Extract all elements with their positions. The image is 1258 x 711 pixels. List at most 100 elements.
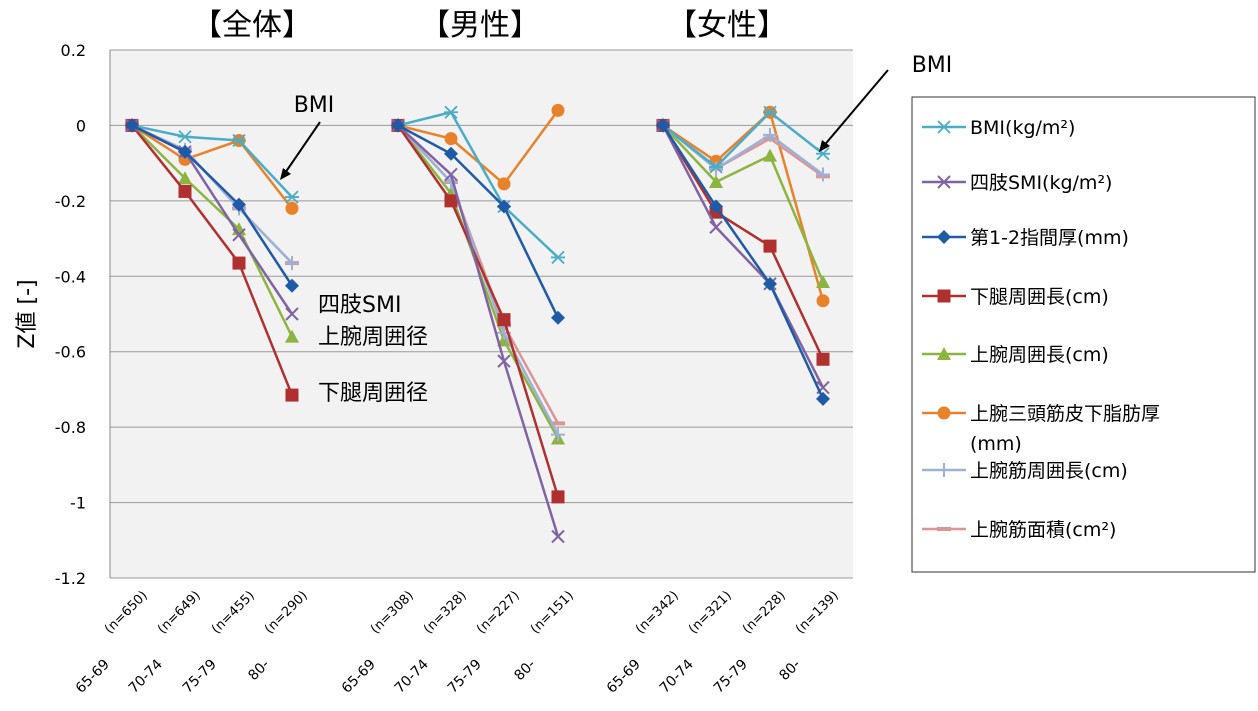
series-line: [396, 124, 560, 498]
data-point: [232, 228, 246, 242]
legend-label: BMI(kg/m²): [970, 117, 1075, 139]
x-tick-age: 70-74: [657, 656, 697, 696]
data-point: [709, 175, 723, 188]
x-tick-age: 75-79: [180, 657, 220, 697]
x-tick-n: (n=290): [262, 588, 311, 637]
series-line: [131, 124, 294, 338]
x-tick-n: (n=151): [528, 588, 577, 637]
data-point: [178, 144, 192, 159]
series-line: [131, 124, 293, 210]
legend-label: 下腿周囲長(cm): [970, 286, 1109, 308]
data-point: [285, 278, 299, 293]
data-point: [656, 118, 670, 133]
data-point: [285, 388, 299, 402]
annotation-calf: 下腿周囲径: [318, 381, 428, 406]
x-tick-n: (n=227): [474, 588, 523, 637]
y-tick-label: -0.6: [55, 343, 86, 362]
legend-box: [911, 96, 1256, 573]
legend-label: 第1-2指間厚(mm): [970, 227, 1129, 249]
x-tick-n: (n=321): [686, 588, 735, 637]
x-tick-n: (n=342): [633, 588, 682, 637]
legend-marker: [937, 230, 951, 244]
panel-title-female: 【女性】: [667, 8, 787, 43]
legend-label: 上腕三頭筋皮下脂肪厚(mm): [970, 403, 1160, 455]
data-point: [444, 105, 458, 119]
data-point: [816, 294, 830, 308]
y-tick-label: -0.4: [55, 267, 86, 286]
x-tick-age: 70-74: [392, 656, 432, 696]
panel-title-overall: 【全体】: [192, 8, 312, 43]
data-point: [763, 276, 777, 291]
annotation-smi: 四肢SMI: [318, 293, 401, 318]
x-tick-n: (n=650): [102, 588, 151, 637]
series-line: [397, 124, 560, 319]
legend-item-calf: 下腿周囲長(cm): [922, 286, 1109, 308]
data-point: [763, 239, 777, 253]
legend-marker: [937, 289, 951, 303]
arrow-bmi-female: [821, 69, 889, 149]
data-point: [816, 352, 830, 366]
data-point: [285, 201, 299, 215]
x-tick-age: 65-69: [339, 657, 379, 697]
series-line: [131, 124, 294, 287]
y-axis-ticks: 0.2 0 -0.2 -0.4 -0.6 -0.8 -1 -1.2: [55, 41, 86, 588]
data-point: [551, 490, 565, 504]
x-tick-age: 80-: [776, 657, 803, 684]
series-lines: [125, 103, 830, 544]
series-line: [662, 109, 825, 302]
legend-item-triceps: 上腕三頭筋皮下脂肪厚(mm): [922, 403, 1160, 455]
arrowhead-bmi-female: [819, 140, 830, 152]
x-tick-age: 65-69: [73, 657, 113, 697]
legend-item-armmuscle: 上腕筋周囲長(cm): [922, 460, 1128, 482]
data-point: [232, 133, 246, 148]
series-line: [397, 110, 559, 259]
data-point: [285, 307, 299, 321]
legend-label: 上腕周囲長(cm): [970, 344, 1109, 366]
y-tick-label: -1.2: [55, 569, 86, 588]
series-line: [661, 124, 825, 400]
legend-marker: [937, 120, 951, 134]
data-point: [816, 147, 830, 161]
x-tick-n: (n=649): [155, 588, 204, 637]
series-line: [131, 124, 294, 396]
x-tick-age: 80-: [511, 657, 538, 684]
y-tick-label: 0: [76, 116, 86, 135]
series-line: [131, 124, 293, 198]
legend-marker: [937, 175, 951, 189]
data-point: [125, 118, 139, 133]
legend-marker: [937, 347, 951, 360]
series-finger: [656, 118, 830, 406]
data-point: [497, 177, 511, 191]
series-line: [662, 124, 825, 283]
data-point: [497, 313, 511, 327]
series-finger: [125, 118, 299, 293]
series-line: [661, 124, 825, 360]
x-tick-n: (n=308): [368, 588, 417, 637]
annotation-bmi-overall: BMI: [294, 93, 335, 118]
data-point: [709, 199, 723, 214]
series-finger: [391, 118, 565, 325]
series-smi: [391, 118, 565, 544]
arrowhead-bmi-overall: [280, 168, 291, 180]
series-line: [397, 124, 560, 537]
data-point: [709, 160, 723, 174]
y-tick-label: -0.2: [55, 192, 86, 211]
x-tick-n: (n=455): [209, 588, 258, 637]
data-point: [285, 190, 299, 204]
legend-label: 四肢SMI(kg/m²): [970, 172, 1112, 194]
legend-item-armarea: 上腕筋面積(cm²): [922, 519, 1116, 541]
x-tick-age: 80-: [245, 657, 272, 684]
y-tick-label: -0.8: [55, 418, 86, 437]
data-point: [178, 171, 192, 185]
y-axis-label: Z値 [-]: [15, 279, 40, 348]
legend-item-arm: 上腕周囲長(cm): [922, 344, 1109, 366]
data-point: [285, 256, 299, 271]
legend-marker: [937, 463, 951, 477]
legend: BMI(kg/m²) 四肢SMI(kg/m²) 第1-2指間厚(mm) 下腿周囲長(c…: [922, 117, 1160, 541]
data-point: [232, 197, 246, 212]
data-point: [763, 105, 777, 119]
data-point: [497, 199, 511, 214]
data-point: [285, 329, 299, 343]
legend-item-finger: 第1-2指間厚(mm): [922, 227, 1129, 249]
data-point: [816, 167, 830, 182]
